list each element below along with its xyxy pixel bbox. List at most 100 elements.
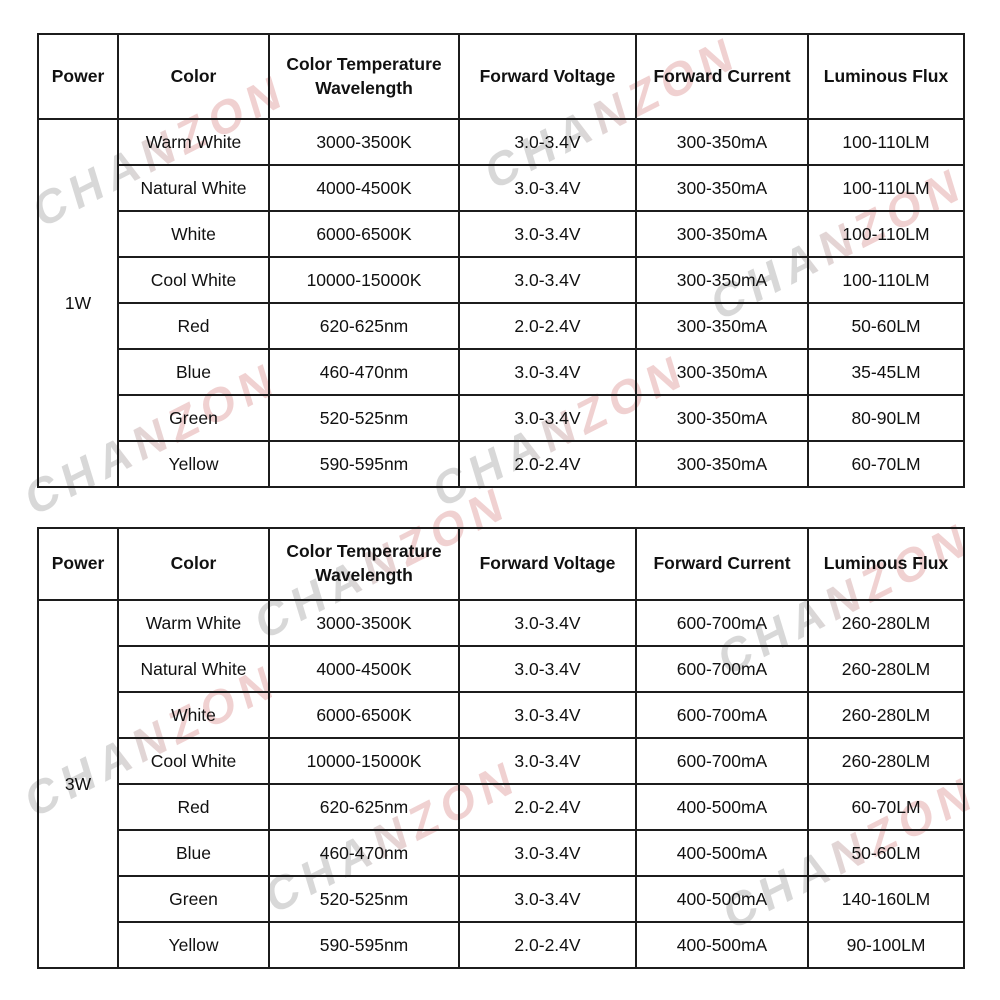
table-row: Green 520-525nm 3.0-3.4V 300-350mA 80-90…: [38, 394, 965, 442]
cell-current: 300-350mA: [635, 118, 809, 166]
cell-color: Yellow: [117, 921, 270, 969]
cell-current: 600-700mA: [635, 645, 809, 693]
cell-voltage: 3.0-3.4V: [458, 599, 637, 647]
cell-color: Cool White: [117, 256, 270, 304]
cell-current: 300-350mA: [635, 256, 809, 304]
cell-current: 400-500mA: [635, 875, 809, 923]
cell-voltage: 3.0-3.4V: [458, 829, 637, 877]
table-row: Cool White 10000-15000K 3.0-3.4V 600-700…: [38, 737, 965, 785]
header-row: Power Color Color Temperature Wavelength…: [37, 527, 965, 601]
cell-temp: 4000-4500K: [268, 164, 460, 212]
cell-flux: 60-70LM: [807, 783, 965, 831]
power-value: 3W: [37, 599, 119, 969]
cell-voltage: 3.0-3.4V: [458, 210, 637, 258]
cell-color: Red: [117, 783, 270, 831]
table-row: Yellow 590-595nm 2.0-2.4V 300-350mA 60-7…: [38, 440, 965, 488]
table-row: Yellow 590-595nm 2.0-2.4V 400-500mA 90-1…: [38, 921, 965, 969]
column-header-current: Forward Current: [635, 33, 809, 120]
cell-temp: 590-595nm: [268, 440, 460, 488]
column-header-temp: Color Temperature Wavelength: [268, 527, 460, 601]
cell-flux: 80-90LM: [807, 394, 965, 442]
cell-flux: 50-60LM: [807, 829, 965, 877]
cell-color: White: [117, 691, 270, 739]
cell-temp: 620-625nm: [268, 302, 460, 350]
table-row: Red 620-625nm 2.0-2.4V 300-350mA 50-60LM: [38, 302, 965, 350]
cell-flux: 35-45LM: [807, 348, 965, 396]
power-value: 1W: [37, 118, 119, 488]
cell-temp: 520-525nm: [268, 394, 460, 442]
cell-flux: 260-280LM: [807, 645, 965, 693]
cell-temp: 3000-3500K: [268, 599, 460, 647]
column-header-temp: Color Temperature Wavelength: [268, 33, 460, 120]
cell-flux: 50-60LM: [807, 302, 965, 350]
cell-temp: 4000-4500K: [268, 645, 460, 693]
cell-temp: 620-625nm: [268, 783, 460, 831]
cell-color: Natural White: [117, 645, 270, 693]
spec-table-1w: Power Color Color Temperature Wavelength…: [37, 33, 965, 488]
cell-color: Green: [117, 875, 270, 923]
cell-flux: 90-100LM: [807, 921, 965, 969]
cell-flux: 100-110LM: [807, 164, 965, 212]
table-row: Natural White 4000-4500K 3.0-3.4V 300-35…: [38, 164, 965, 212]
cell-voltage: 3.0-3.4V: [458, 348, 637, 396]
table-row: Blue 460-470nm 3.0-3.4V 400-500mA 50-60L…: [38, 829, 965, 877]
cell-temp: 10000-15000K: [268, 256, 460, 304]
cell-voltage: 2.0-2.4V: [458, 921, 637, 969]
cell-color: Cool White: [117, 737, 270, 785]
cell-temp: 520-525nm: [268, 875, 460, 923]
cell-flux: 260-280LM: [807, 691, 965, 739]
cell-temp: 590-595nm: [268, 921, 460, 969]
cell-current: 600-700mA: [635, 691, 809, 739]
cell-current: 300-350mA: [635, 394, 809, 442]
cell-voltage: 2.0-2.4V: [458, 302, 637, 350]
cell-voltage: 3.0-3.4V: [458, 645, 637, 693]
cell-voltage: 3.0-3.4V: [458, 164, 637, 212]
cell-voltage: 2.0-2.4V: [458, 440, 637, 488]
column-header-current: Forward Current: [635, 527, 809, 601]
cell-current: 300-350mA: [635, 302, 809, 350]
cell-temp: 3000-3500K: [268, 118, 460, 166]
cell-temp: 6000-6500K: [268, 691, 460, 739]
column-header-flux: Luminous Flux: [807, 33, 965, 120]
table-row: Red 620-625nm 2.0-2.4V 400-500mA 60-70LM: [38, 783, 965, 831]
cell-current: 600-700mA: [635, 737, 809, 785]
table-row: 3W Warm White 3000-3500K 3.0-3.4V 600-70…: [37, 599, 965, 969]
cell-current: 400-500mA: [635, 921, 809, 969]
column-header-power: Power: [37, 33, 119, 120]
cell-voltage: 3.0-3.4V: [458, 691, 637, 739]
spec-table-3w: Power Color Color Temperature Wavelength…: [37, 527, 965, 969]
cell-color: Warm White: [117, 599, 270, 647]
cell-color: Warm White: [117, 118, 270, 166]
cell-color: Green: [117, 394, 270, 442]
cell-flux: 260-280LM: [807, 599, 965, 647]
cell-flux: 260-280LM: [807, 737, 965, 785]
cell-voltage: 3.0-3.4V: [458, 118, 637, 166]
cell-color: Yellow: [117, 440, 270, 488]
cell-flux: 60-70LM: [807, 440, 965, 488]
column-header-color: Color: [117, 527, 270, 601]
table-row: 1W Warm White 3000-3500K 3.0-3.4V 300-35…: [37, 118, 965, 488]
table-row: Cool White 10000-15000K 3.0-3.4V 300-350…: [38, 256, 965, 304]
cell-color: Blue: [117, 348, 270, 396]
cell-current: 400-500mA: [635, 783, 809, 831]
cell-voltage: 2.0-2.4V: [458, 783, 637, 831]
cell-temp: 6000-6500K: [268, 210, 460, 258]
table-row: White 6000-6500K 3.0-3.4V 300-350mA 100-…: [38, 210, 965, 258]
cell-color: White: [117, 210, 270, 258]
cell-color: Red: [117, 302, 270, 350]
cell-voltage: 3.0-3.4V: [458, 394, 637, 442]
column-header-flux: Luminous Flux: [807, 527, 965, 601]
table-row: Natural White 4000-4500K 3.0-3.4V 600-70…: [38, 645, 965, 693]
column-header-voltage: Forward Voltage: [458, 527, 637, 601]
cell-voltage: 3.0-3.4V: [458, 737, 637, 785]
cell-flux: 100-110LM: [807, 210, 965, 258]
cell-current: 600-700mA: [635, 599, 809, 647]
cell-current: 300-350mA: [635, 210, 809, 258]
cell-current: 300-350mA: [635, 164, 809, 212]
cell-flux: 140-160LM: [807, 875, 965, 923]
cell-color: Blue: [117, 829, 270, 877]
cell-temp: 10000-15000K: [268, 737, 460, 785]
cell-color: Natural White: [117, 164, 270, 212]
cell-flux: 100-110LM: [807, 118, 965, 166]
